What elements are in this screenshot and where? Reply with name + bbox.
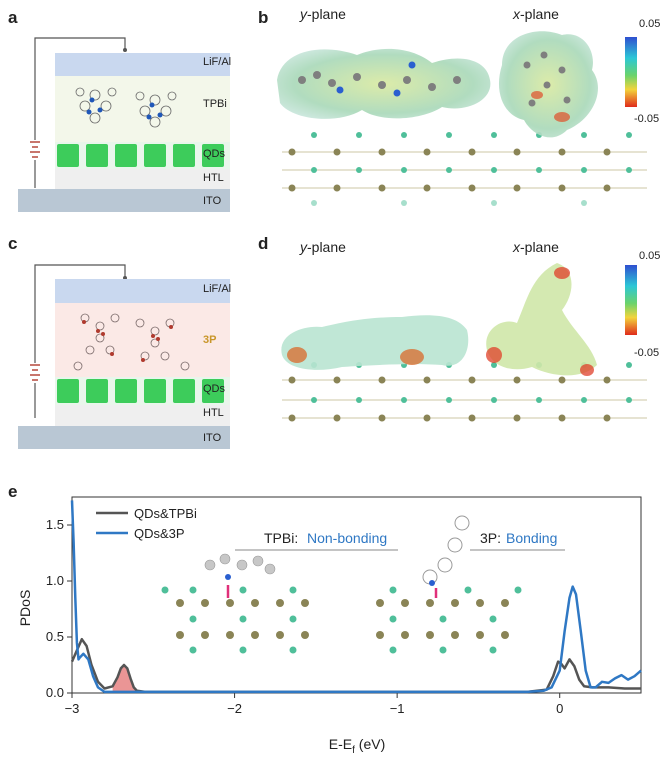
label-qds: QDs	[203, 383, 225, 395]
3p-molecules	[73, 313, 190, 371]
negative-regions	[486, 267, 594, 376]
colorbar-b	[625, 37, 637, 107]
negative-regions	[287, 347, 424, 365]
quantum-dots	[57, 144, 224, 167]
x-tick-label: −1	[390, 701, 405, 716]
tpbi-molecules	[75, 87, 177, 128]
layer-etl	[55, 76, 230, 142]
x-axis-label: E-Ef (eV)	[329, 736, 385, 756]
device-schematic-tpbi	[18, 37, 230, 212]
y-axis-label: PDoS	[17, 590, 33, 627]
nitrogen-atom	[225, 574, 231, 580]
pdos-chart: −3 −2 −1 0 0.0 0.5 1.0 1.5 QDs&TPBi QDs&3P	[17, 496, 642, 756]
molecule-atoms	[523, 51, 571, 107]
panel-letter-a: a	[8, 8, 18, 27]
y-plane-title: y-plane	[300, 239, 346, 255]
circuit-node	[123, 48, 127, 52]
device-schematic-3p	[18, 264, 230, 449]
x-plane-title: x-plane	[513, 239, 559, 255]
label-ito: ITO	[203, 432, 222, 444]
y-tick-label: 1.5	[46, 517, 64, 532]
panel-letter-c: c	[8, 234, 18, 253]
label-htl: HTL	[203, 172, 224, 184]
legend-label: QDs&TPBi	[134, 506, 197, 521]
qd-lattice	[282, 132, 647, 206]
x-plane-title: x-plane	[513, 6, 559, 22]
circuit-wire	[34, 37, 126, 140]
layer-qds	[55, 142, 230, 169]
annotation-tpbi-state: Non-bonding	[307, 530, 387, 546]
battery-icon	[30, 141, 40, 158]
esp-figure-tpbi	[277, 31, 647, 206]
annotation-tpbi-name: TPBi:	[264, 530, 298, 546]
inset-tpbi-adsorption	[161, 553, 309, 654]
panel-letter-d: d	[258, 234, 269, 253]
quantum-dots	[57, 379, 224, 403]
colorbar-min-label: -0.05	[634, 113, 660, 125]
nitrogen-atom	[429, 580, 435, 586]
nitrogen-atoms	[336, 61, 416, 97]
panel-letter-e: e	[8, 482, 18, 501]
series-line-qds-3p	[70, 500, 642, 694]
negative-regions	[531, 91, 570, 122]
label-tpbi: TPBi	[203, 98, 227, 110]
label-3p: 3P	[203, 334, 217, 346]
layer-ito	[18, 426, 230, 449]
label-qds: QDs	[203, 148, 225, 160]
chart-ticks: −3 −2 −1 0 0.0 0.5 1.0 1.5	[46, 517, 563, 716]
chart-series	[70, 500, 642, 694]
annotation-tpbi: TPBi: Non-bonding	[235, 530, 398, 551]
layer-lif-al	[55, 53, 230, 76]
circuit-wire	[34, 264, 126, 363]
colorbar-max-label: 0.05	[639, 250, 661, 262]
label-ito: ITO	[203, 195, 222, 207]
colorbar-max-label: 0.05	[639, 18, 661, 30]
annotation-3p-name: 3P:	[480, 530, 501, 546]
molecule-atoms	[298, 71, 461, 91]
annotation-3p: 3P: Bonding	[470, 530, 565, 551]
series-line-qds-tpbi	[70, 637, 641, 694]
esp-figure-3p	[281, 263, 647, 422]
y-tick-label: 0.0	[46, 685, 64, 700]
y-plane-title: y-plane	[300, 6, 346, 22]
chart-highlight	[112, 665, 138, 693]
colorbar-d	[625, 265, 637, 335]
chart-legend: QDs&TPBi QDs&3P	[96, 506, 197, 541]
colorbar-min-label: -0.05	[634, 347, 660, 359]
layer-etl	[55, 303, 230, 377]
label-lif-al: LiF/Al	[203, 56, 232, 68]
layer-qds	[55, 377, 230, 405]
inset-3p-adsorption	[376, 515, 522, 654]
y-tick-label: 0.5	[46, 629, 64, 644]
layer-htl	[55, 169, 230, 189]
nitrogen-atoms	[82, 320, 173, 362]
tpbi-peak-highlight	[112, 665, 138, 693]
y-tick-label: 1.0	[46, 573, 64, 588]
label-htl: HTL	[203, 407, 224, 419]
layer-lif-al	[55, 279, 230, 303]
esp-surface-x-plane	[486, 263, 597, 376]
qd-lattice	[282, 362, 647, 422]
layer-htl	[55, 405, 230, 426]
battery-icon	[30, 364, 40, 381]
legend-label: QDs&3P	[134, 526, 185, 541]
nitrogen-atoms	[86, 97, 163, 120]
x-tick-label: 0	[556, 701, 563, 716]
label-lif-al: LiF/Al	[203, 283, 232, 295]
panel-letter-b: b	[258, 8, 269, 27]
esp-surface-y-plane	[281, 315, 469, 370]
annotation-3p-state: Bonding	[506, 530, 557, 546]
x-tick-label: −2	[227, 701, 242, 716]
layer-ito	[18, 189, 230, 212]
x-tick-label: −3	[65, 701, 80, 716]
